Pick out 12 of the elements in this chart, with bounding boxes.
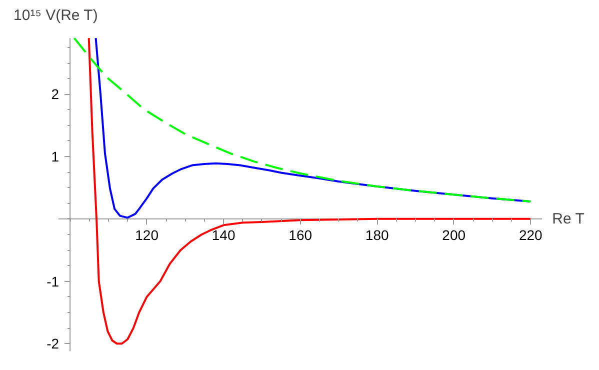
x-tick-label: 160 (288, 226, 312, 243)
y-axis-title: 10¹⁵ V(Re T) (14, 7, 98, 24)
x-tick-label: 120 (135, 226, 159, 243)
x-tick-label: 200 (442, 226, 466, 243)
x-tick-label: 220 (518, 226, 543, 243)
x-axis-title: Re T (552, 210, 584, 228)
x-tick-label: 140 (212, 226, 236, 243)
y-tick-label: -1 (46, 273, 60, 290)
y-tick-label: -2 (46, 336, 60, 352)
x-tick-label: 180 (365, 226, 389, 243)
y-tick-label: 1 (51, 148, 60, 165)
y-tick-label: 2 (51, 86, 60, 102)
